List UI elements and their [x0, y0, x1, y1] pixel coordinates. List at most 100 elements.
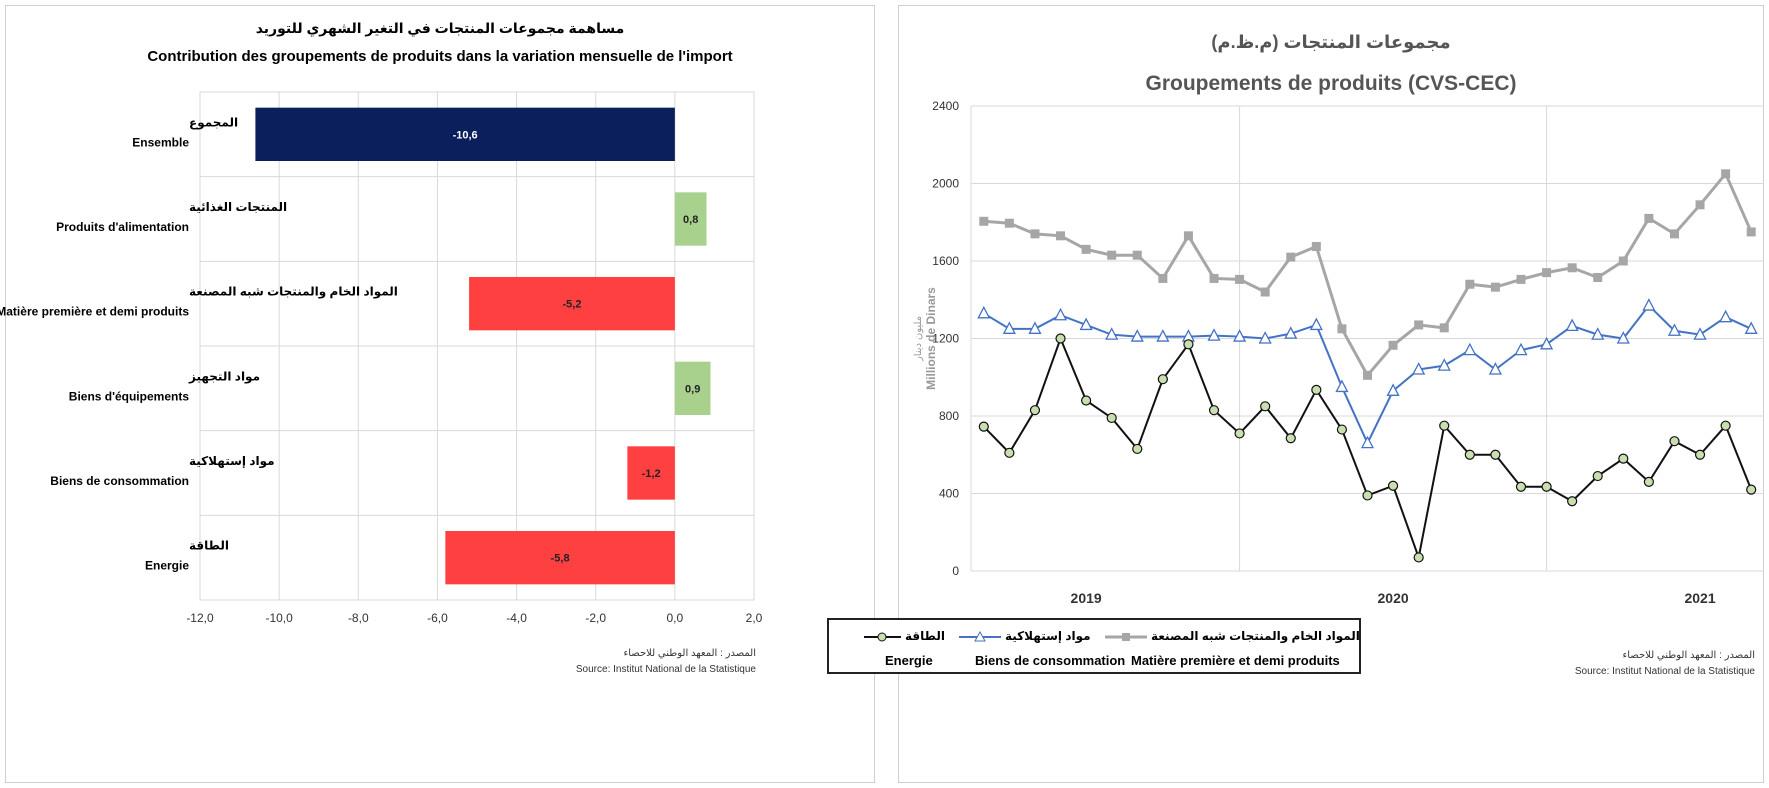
- bar: [627, 446, 675, 500]
- bar: [445, 530, 675, 585]
- bar: [469, 276, 675, 331]
- data-point: [1541, 481, 1552, 492]
- data-point: [1643, 476, 1654, 487]
- data-point: [1618, 256, 1628, 266]
- bar: [674, 192, 707, 246]
- legend-marker-energie: [877, 632, 887, 642]
- bar-chart-source-fr: Source: Institut National de la Statisti…: [575, 664, 756, 675]
- data-point: [977, 305, 991, 319]
- data-point: [1618, 453, 1629, 464]
- y-axis-title: مليون دينار Millions de Dinars: [913, 287, 938, 390]
- data-point: [1386, 383, 1400, 396]
- x-tick-label: -6,0: [427, 611, 448, 625]
- category-label-fr: Matière première et demi produits: [0, 305, 189, 319]
- data-point: [1285, 433, 1296, 444]
- line-chart-legend: الطاقة مواد إستهلاكية المواد الخام والمن…: [827, 618, 1361, 674]
- data-point: [1130, 329, 1144, 342]
- y-tick-label: 2000: [932, 177, 959, 191]
- data-point: [1183, 231, 1193, 241]
- y-tick-label: 800: [939, 409, 959, 423]
- data-point: [1183, 339, 1194, 350]
- data-point: [1363, 370, 1372, 380]
- data-point: [1463, 342, 1477, 356]
- bar-chart-title-ar: مساهمة مجموعات المنتجات في التغير الشهري…: [255, 20, 625, 36]
- data-point: [1437, 358, 1451, 371]
- data-point: [1029, 405, 1041, 416]
- category-label-fr: Biens de consommation: [50, 474, 189, 488]
- data-point: [1105, 327, 1119, 340]
- data-point: [1669, 436, 1680, 447]
- data-point: [1106, 412, 1117, 424]
- y-tick-label: 0: [952, 564, 959, 578]
- bar-value-label: 0,9: [685, 383, 700, 395]
- data-point: [1004, 447, 1015, 458]
- data-point: [1642, 298, 1656, 311]
- legend-marker-matiere: [1122, 633, 1130, 641]
- y-tick-label: 1200: [932, 332, 959, 346]
- data-point: [1209, 273, 1219, 283]
- data-point: [1207, 328, 1221, 341]
- legend-marker-consommation: [974, 630, 986, 642]
- bar-value-label: -1,2: [642, 468, 661, 480]
- contribution-chart-panel: مساهمة مجموعات المنتجات في التغير الشهري…: [0, 5, 875, 783]
- data-point: [1644, 213, 1654, 223]
- data-point: [1719, 309, 1733, 323]
- data-point: [1360, 435, 1375, 449]
- data-point: [1669, 229, 1679, 239]
- data-point: [1362, 490, 1373, 501]
- bar-value-label: -5,8: [551, 553, 570, 565]
- data-point: [1388, 340, 1398, 350]
- data-point: [1746, 484, 1757, 495]
- data-point: [1387, 480, 1399, 491]
- legend-label-matiere-ar: المواد الخام والمنتجات شبه المصنعة: [1151, 629, 1360, 643]
- legend-label-energie-ar: الطاقة: [905, 629, 945, 643]
- category-label-fr: Produits d'alimentation: [56, 220, 189, 234]
- data-point: [1439, 420, 1450, 431]
- data-point: [1157, 374, 1168, 385]
- data-point: [1667, 323, 1682, 336]
- x-tick-label: -10,0: [265, 611, 293, 625]
- data-point: [1721, 169, 1731, 179]
- y-tick-label: 2400: [932, 99, 959, 113]
- bar: [255, 107, 675, 162]
- data-point: [1465, 279, 1475, 289]
- data-point: [1490, 282, 1500, 292]
- data-point: [1056, 231, 1066, 241]
- data-point: [1208, 405, 1220, 416]
- data-point: [1414, 320, 1424, 330]
- data-point: [1286, 252, 1296, 262]
- data-point: [1539, 336, 1554, 350]
- data-point: [978, 421, 989, 432]
- data-point: [1081, 395, 1092, 406]
- line-chart-source-ar: المصدر : المعهد الوطني للاحصاء: [1622, 650, 1755, 661]
- data-point: [1156, 329, 1170, 342]
- legend-label-consommation-fr: Biens de consommation: [975, 653, 1126, 668]
- data-point: [1746, 227, 1756, 237]
- data-point: [1412, 362, 1426, 375]
- category-label-ar: الطاقة: [189, 539, 229, 553]
- x-tick-label: -4,0: [506, 611, 527, 625]
- legend-label-energie-fr: Energie: [885, 653, 933, 668]
- data-point: [1337, 324, 1347, 334]
- line-chart-title-ar: مجموعات المنتجات (م.ظ.م): [1211, 32, 1451, 52]
- data-point: [1542, 268, 1552, 278]
- line-chart-source-fr: Source: Institut National de la Statisti…: [1574, 666, 1755, 677]
- data-point: [1694, 449, 1706, 460]
- y-tick-label: 1600: [932, 254, 959, 268]
- line-chart-title-fr: Groupements de produits (CVS-CEC): [1145, 72, 1517, 95]
- line-chart-plot: 0 400 800 1200 1600 2000 2400 2019 2020 2021 مليون…: [913, 99, 1764, 606]
- data-point: [1464, 449, 1475, 460]
- data-point: [1107, 250, 1117, 260]
- bar: [674, 361, 711, 416]
- data-point: [1002, 321, 1016, 334]
- data-point: [1260, 401, 1271, 412]
- data-point: [1004, 218, 1014, 228]
- data-point: [1260, 287, 1270, 297]
- x-year-label: 2020: [1378, 590, 1409, 606]
- data-point: [1309, 317, 1323, 331]
- data-point: [1593, 272, 1603, 282]
- y-axis-title-ar: مليون دينار: [913, 316, 924, 362]
- bar-chart-source-ar: المصدر : المعهد الوطني للاحصاء: [623, 648, 756, 659]
- data-point: [1695, 200, 1705, 210]
- product-groups-chart-panel: مجموعات المنتجات (م.ظ.م) Groupements de …: [827, 5, 1764, 783]
